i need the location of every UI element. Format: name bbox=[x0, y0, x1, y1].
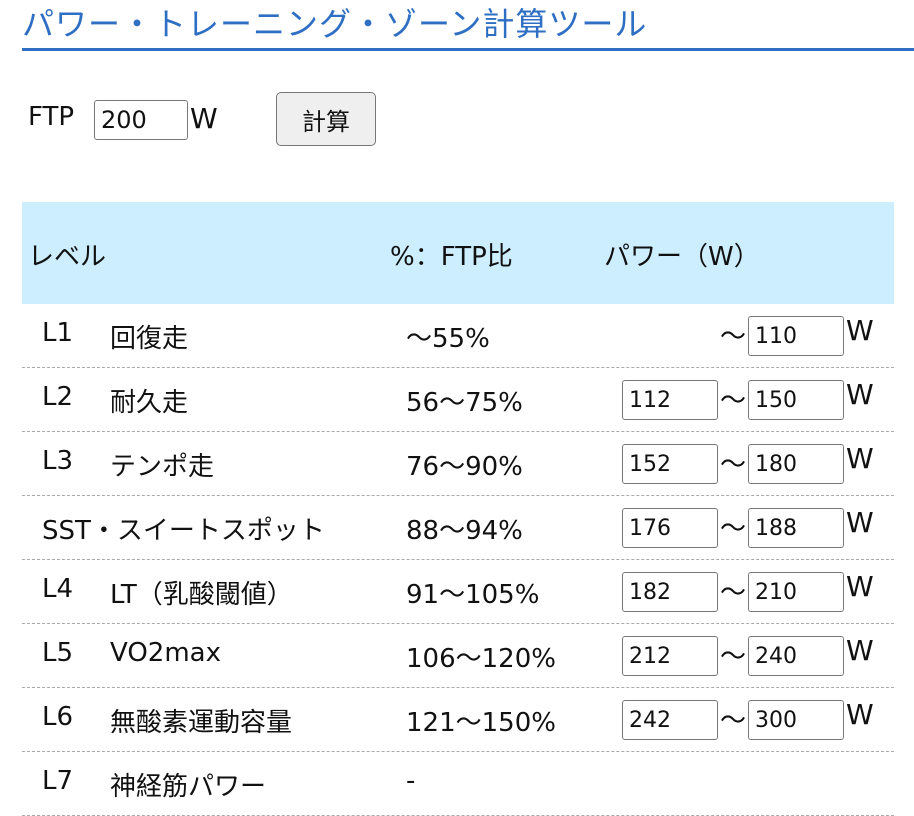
zone-code: L1 bbox=[42, 318, 74, 348]
calculate-button[interactable]: 計算 bbox=[276, 92, 376, 146]
zone-percent: 88〜94% bbox=[406, 516, 523, 546]
zone-min-power-input[interactable] bbox=[622, 636, 718, 676]
range-tilde: 〜 bbox=[720, 322, 747, 352]
range-tilde: 〜 bbox=[720, 642, 747, 672]
zone-name: 無酸素運動容量 bbox=[110, 708, 293, 738]
zone-name: テンポ走 bbox=[110, 452, 215, 482]
zone-code: L3 bbox=[42, 446, 74, 476]
zone-min-power-input[interactable] bbox=[622, 572, 718, 612]
power-unit: W bbox=[846, 314, 874, 347]
zone-code: L2 bbox=[42, 382, 74, 412]
zone-percent: 121〜150% bbox=[406, 708, 556, 738]
ftp-input[interactable] bbox=[94, 100, 188, 140]
power-unit: W bbox=[846, 378, 874, 411]
table-header: レベル %：FTP比 パワー（W） bbox=[22, 202, 894, 304]
zone-name: 耐久走 bbox=[110, 388, 189, 418]
zone-max-power-input[interactable] bbox=[748, 700, 844, 740]
zone-percent: 106〜120% bbox=[406, 644, 556, 674]
power-unit: W bbox=[846, 698, 874, 731]
zone-max-power-input[interactable] bbox=[748, 380, 844, 420]
zone-min-power-input[interactable] bbox=[622, 700, 718, 740]
zone-percent: 91〜105% bbox=[406, 580, 540, 610]
power-unit: W bbox=[846, 442, 874, 475]
header-power: パワー（W） bbox=[604, 242, 760, 272]
ftp-unit: W bbox=[190, 102, 218, 135]
table-row: L4 LT（乳酸閾値） 91〜105% 〜 W bbox=[22, 560, 894, 624]
table-row: L3 テンポ走 76〜90% 〜 W bbox=[22, 432, 894, 496]
table-row: L5 VO2max 106〜120% 〜 W bbox=[22, 624, 894, 688]
zone-table: レベル %：FTP比 パワー（W） L1 回復走 〜55% 〜 W L2 耐久走 56〜75%… bbox=[22, 202, 894, 816]
power-unit: W bbox=[846, 570, 874, 603]
zone-code: L5 bbox=[42, 638, 74, 668]
power-unit: W bbox=[846, 634, 874, 667]
zone-percent: 56〜75% bbox=[406, 388, 523, 418]
zone-rows: L1回復走〜55%〜WL2耐久走56〜75%〜WL3テンポ走76〜90%〜WSS… bbox=[22, 304, 894, 816]
power-unit: W bbox=[846, 506, 874, 539]
header-percent: %：FTP比 bbox=[390, 242, 513, 272]
table-row: L7 神経筋パワー - bbox=[22, 752, 894, 816]
zone-name: 回復走 bbox=[110, 324, 189, 354]
range-tilde: 〜 bbox=[720, 514, 747, 544]
range-tilde: 〜 bbox=[720, 450, 747, 480]
zone-percent: 76〜90% bbox=[406, 452, 523, 482]
range-tilde: 〜 bbox=[720, 706, 747, 736]
zone-code: L6 bbox=[42, 702, 74, 732]
zone-percent: - bbox=[406, 766, 416, 796]
range-tilde: 〜 bbox=[720, 386, 747, 416]
zone-max-power-input[interactable] bbox=[748, 636, 844, 676]
zone-code: L7 bbox=[42, 766, 74, 796]
zone-code: L4 bbox=[42, 574, 74, 604]
table-row: L2 耐久走 56〜75% 〜 W bbox=[22, 368, 894, 432]
zone-name: SST・スイートスポット bbox=[42, 516, 325, 546]
table-row: L1 回復走 〜55% 〜 W bbox=[22, 304, 894, 368]
ftp-form: FTP W 計算 bbox=[28, 92, 528, 146]
zone-min-power-input[interactable] bbox=[622, 444, 718, 484]
range-tilde: 〜 bbox=[720, 578, 747, 608]
zone-max-power-input[interactable] bbox=[748, 444, 844, 484]
header-level: レベル bbox=[28, 242, 107, 272]
page-title: パワー・トレーニング・ゾーン計算ツール bbox=[22, 4, 914, 51]
zone-name: LT（乳酸閾値） bbox=[110, 580, 293, 610]
table-row: SST・スイートスポット 88〜94% 〜 W bbox=[22, 496, 894, 560]
zone-max-power-input[interactable] bbox=[748, 572, 844, 612]
zone-name: VO2max bbox=[110, 638, 221, 668]
zone-max-power-input[interactable] bbox=[748, 508, 844, 548]
zone-min-power-input[interactable] bbox=[622, 508, 718, 548]
zone-min-power-input[interactable] bbox=[622, 380, 718, 420]
table-row: L6 無酸素運動容量 121〜150% 〜 W bbox=[22, 688, 894, 752]
zone-max-power-input[interactable] bbox=[748, 316, 844, 356]
zone-percent: 〜55% bbox=[406, 324, 490, 354]
ftp-label: FTP bbox=[28, 102, 75, 132]
zone-name: 神経筋パワー bbox=[110, 772, 267, 802]
